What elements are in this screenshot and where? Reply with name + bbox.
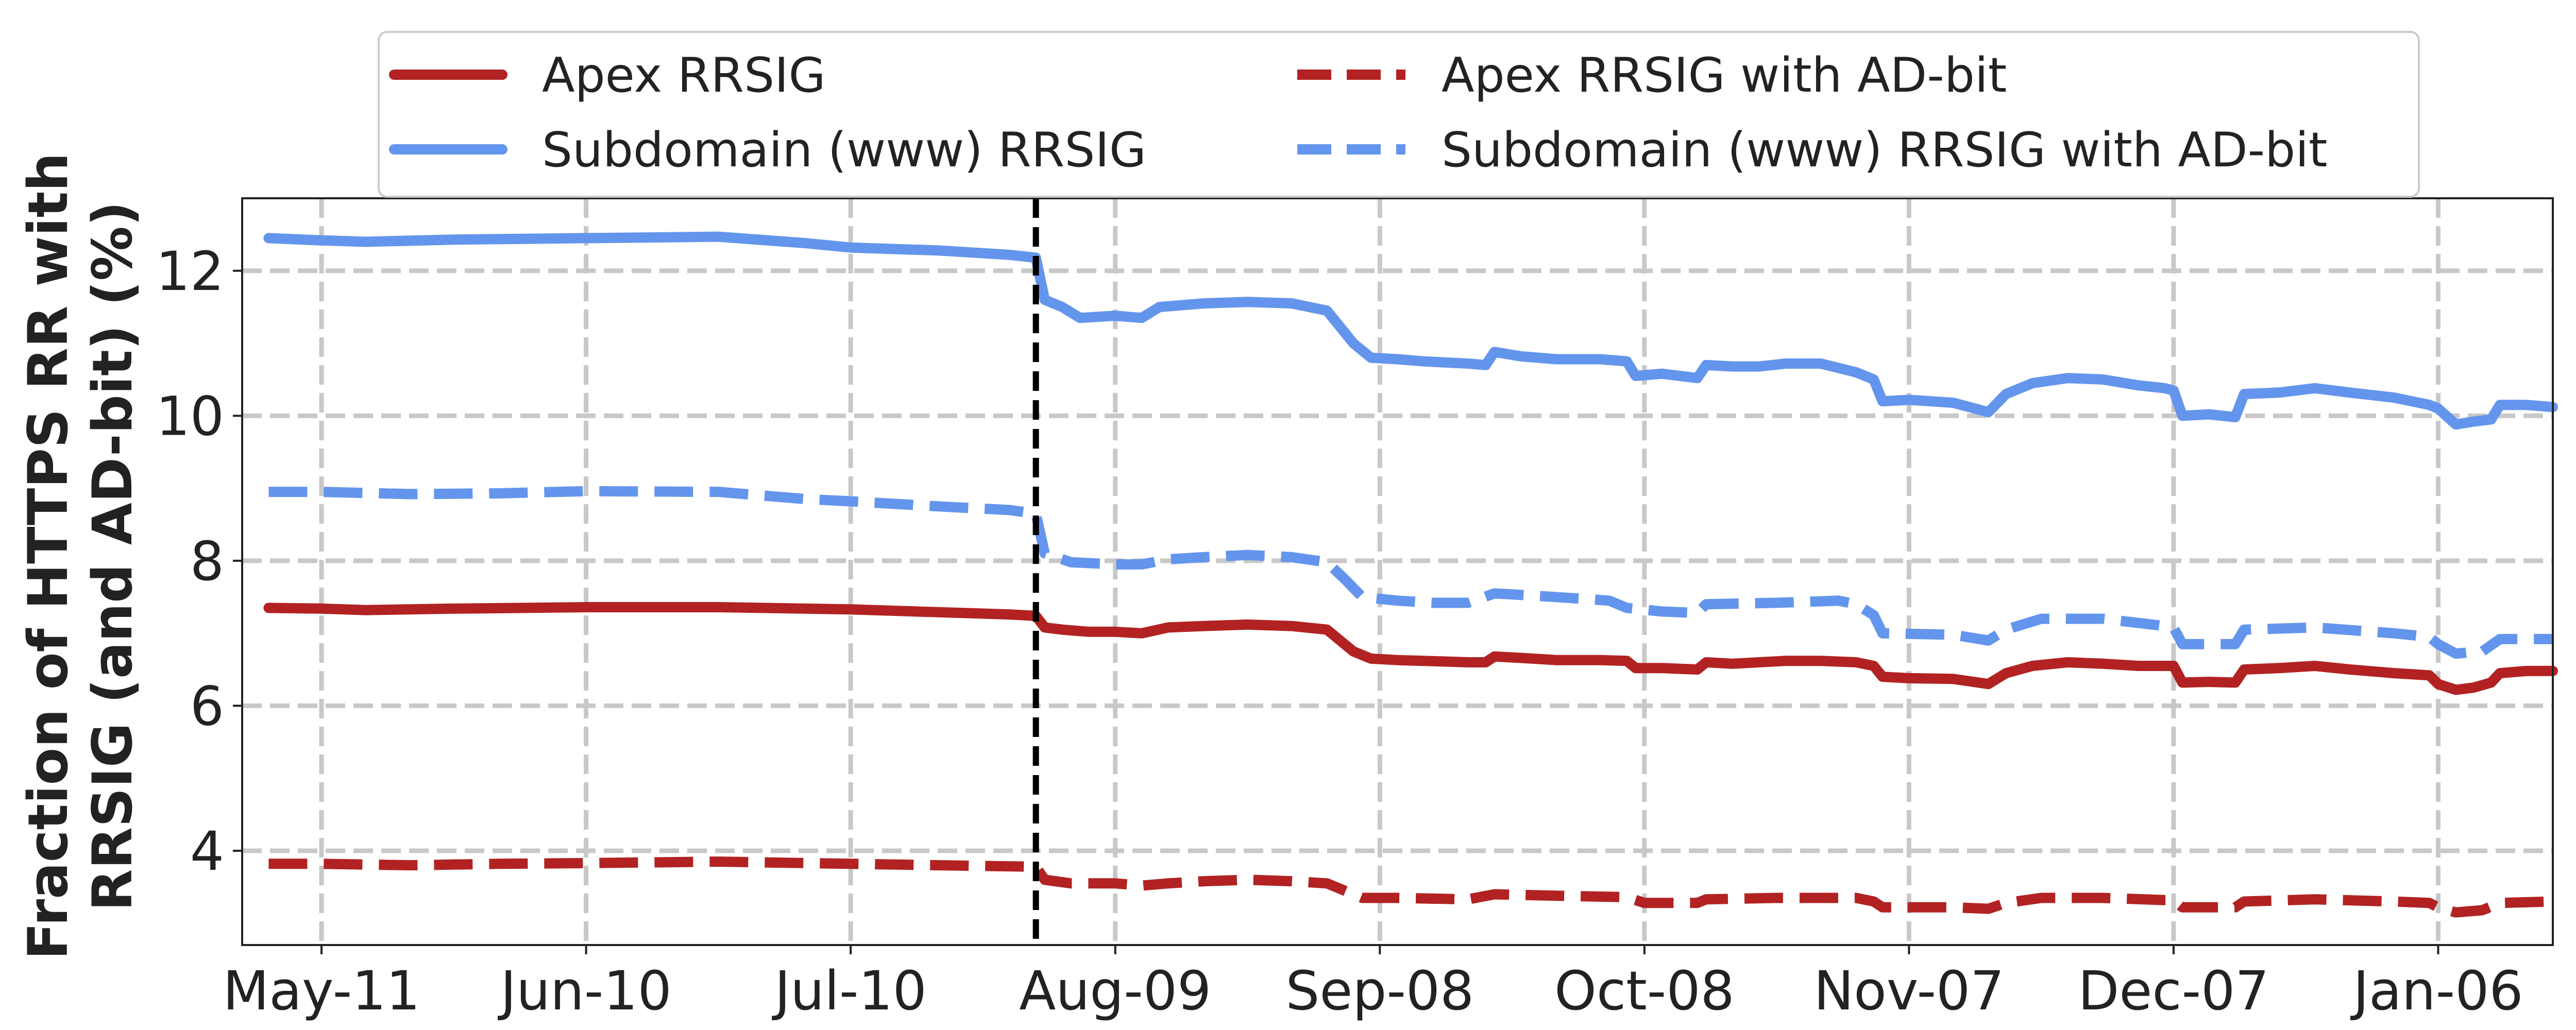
grid [242, 198, 2553, 945]
x-tick-label: Oct-08 [1554, 959, 1735, 1022]
legend-label-apex-rrsig-ad: Apex RRSIG with AD-bit [1442, 47, 2007, 103]
legend-box [378, 31, 2420, 198]
y-tick-label: 8 [190, 530, 224, 593]
x-tick-label: Jun-10 [497, 959, 671, 1022]
series-line-apex-rrsig [263, 602, 2558, 695]
series-line-subdomain-www-rrsig [263, 231, 2558, 430]
x-tick-label: Aug-09 [1019, 959, 1211, 1022]
x-tick-label: May-11 [223, 959, 420, 1022]
y-axis-label-line-1: Fraction of HTTPS RR with [16, 152, 80, 960]
plot-area-frame [241, 197, 2554, 946]
series-line-subdomain-www-rrsig-with-ad-bit [268, 486, 2553, 659]
x-tick-label: Jan-06 [2350, 959, 2523, 1022]
legend-label-subdomain-rrsig-ad: Subdomain (www) RRSIG with AD-bit [1442, 122, 2328, 178]
x-tick-label: Sep-08 [1285, 959, 1474, 1022]
x-tick-label: Nov-07 [1814, 959, 2004, 1022]
series-line-apex-rrsig-with-ad-bit [268, 856, 2553, 918]
y-tick-label: 10 [156, 385, 224, 448]
x-tick-label: Jul-10 [771, 959, 926, 1022]
x-axis-ticks: May-11 Jun-10 Jul-10 Aug-09 Sep-08 Oct-08 Nov-… [223, 945, 2523, 1022]
legend: Apex RRSIG Subdomain (www) RRSIG Apex RR… [378, 31, 2420, 198]
y-tick-label: 4 [190, 820, 224, 883]
y-tick-label: 6 [190, 675, 224, 737]
y-tick-label: 12 [156, 240, 224, 303]
legend-label-apex-rrsig: Apex RRSIG [542, 47, 826, 103]
x-tick-label: Dec-07 [2078, 959, 2269, 1022]
y-axis-label-line-2: RRSIG (and AD-bit) (%) [81, 201, 144, 911]
y-axis-ticks: 4 6 8 10 12 [156, 240, 242, 883]
series-lines [263, 231, 2558, 918]
legend-label-subdomain-rrsig: Subdomain (www) RRSIG [542, 122, 1146, 178]
